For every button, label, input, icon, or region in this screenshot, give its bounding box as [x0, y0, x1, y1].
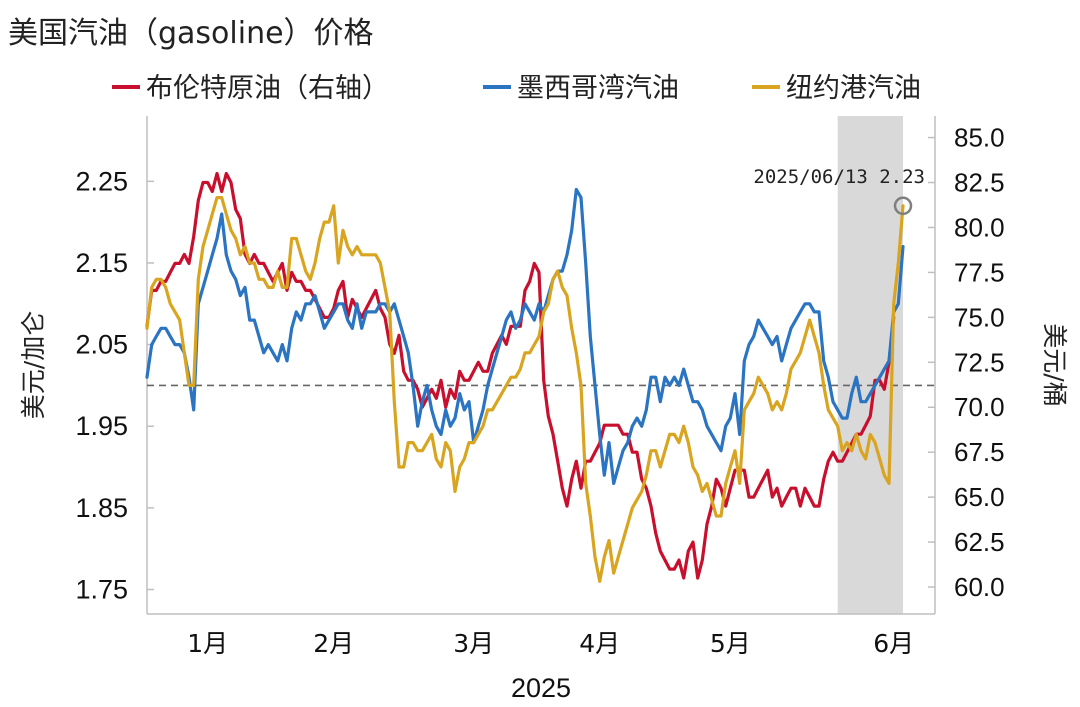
right-tick-label-3: 67.5 [954, 437, 1005, 467]
x-tick-label-3: 4月 [579, 629, 620, 658]
right-tick-label-6: 75.0 [954, 302, 1005, 332]
annotation-marker [893, 196, 913, 216]
right-tick-label-1: 62.5 [954, 527, 1005, 557]
right-tick-label-10: 85.0 [954, 123, 1005, 153]
legend-label-brent: 布伦特原油（右轴） [146, 73, 389, 104]
x-axis-ticks: 1月 2月 3月 4月 5月 6月 [187, 629, 914, 658]
annotation-label: 2025/06/13 2.23 [753, 166, 925, 188]
annotation: 2025/06/13 2.23 [753, 166, 925, 216]
right-tick-label-7: 77.5 [954, 257, 1005, 287]
right-tick-label-2: 65.0 [954, 482, 1005, 512]
series [145, 171, 905, 583]
right-axis-ticks: 60.0 62.5 65.0 67.5 70.0 72.5 75.0 77.5 80.0 82.5… [928, 123, 1005, 602]
legend-item-ny-harbor[interactable]: 纽约港汽油 [752, 73, 921, 104]
left-tick-label-0: 1.75 [75, 575, 128, 605]
right-tick-label-9: 82.5 [954, 168, 1005, 198]
legend: 布伦特原油（右轴） 墨西哥湾汽油 纽约港汽油 [112, 73, 921, 104]
series-brent-line [145, 171, 896, 580]
left-axis-ticks: 1.75 1.85 1.95 2.05 2.15 2.25 [75, 166, 154, 605]
legend-label-ny-harbor: 纽约港汽油 [786, 73, 921, 104]
left-tick-label-3: 2.05 [75, 330, 128, 360]
x-tick-label-5: 6月 [873, 629, 914, 658]
right-axis-label: 美元/桶 [1040, 323, 1069, 406]
right-tick-label-4: 70.0 [954, 392, 1005, 422]
left-tick-label-2: 1.95 [75, 411, 128, 441]
axes [146, 116, 936, 615]
right-tick-label-8: 80.0 [954, 212, 1005, 242]
x-tick-label-4: 5月 [710, 629, 751, 658]
x-tick-label-2: 3月 [453, 629, 494, 658]
series-gulf-coast-line [145, 187, 905, 485]
left-tick-label-4: 2.15 [75, 248, 128, 278]
left-axis-label: 美元/加仑 [19, 311, 48, 419]
x-axis-year-label: 2025 [511, 673, 571, 703]
legend-item-brent[interactable]: 布伦特原油（右轴） [112, 73, 389, 104]
legend-label-gulf-coast: 墨西哥湾汽油 [517, 73, 679, 104]
left-tick-label-5: 2.25 [75, 166, 128, 196]
series-ny-harbor-line [145, 196, 905, 583]
right-tick-label-0: 60.0 [954, 572, 1005, 602]
chart-title: 美国汽油（gasoline）价格 [8, 16, 374, 51]
legend-item-gulf-coast[interactable]: 墨西哥湾汽油 [483, 73, 679, 104]
x-tick-label-1: 2月 [313, 629, 354, 658]
right-tick-label-5: 72.5 [954, 347, 1005, 377]
left-tick-label-1: 1.85 [75, 493, 128, 523]
x-tick-label-0: 1月 [187, 629, 228, 658]
